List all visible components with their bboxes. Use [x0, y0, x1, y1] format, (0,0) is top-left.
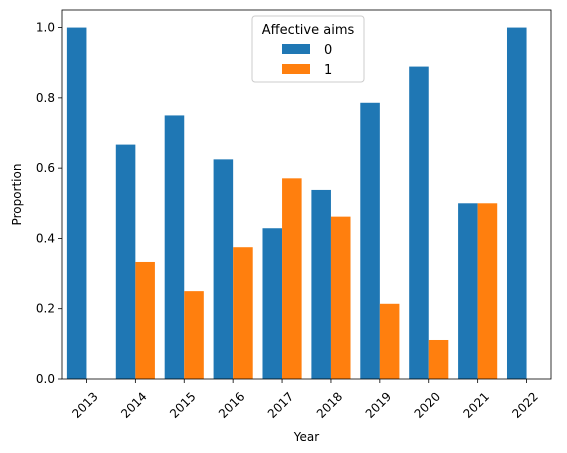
y-ticks: 0.0 0.2 0.4 0.6 0.8 1.0 [36, 21, 62, 386]
bars-group [66, 27, 527, 380]
y-axis-label: Proportion [10, 164, 24, 226]
x-axis-label: Year [293, 430, 319, 444]
x-tick-label: 2021 [460, 389, 491, 420]
x-ticks: 2013 2014 2015 2016 2017 2018 2019 2020 2021 2022 [69, 379, 541, 421]
bar-series-0-2021 [458, 203, 478, 379]
plot-frame [61, 9, 552, 380]
x-tick-label: 2018 [314, 389, 345, 420]
bar-series-1-2016 [233, 247, 253, 379]
x-tick-label: 2013 [69, 389, 100, 420]
bar-series-0-2019 [360, 102, 380, 379]
y-tick-label: 0.8 [36, 91, 55, 105]
bar-series-0-2014 [115, 144, 136, 379]
y-tick-label: 1.0 [36, 21, 55, 35]
x-tick-label: 2016 [216, 389, 247, 420]
bar-series-0-2016 [213, 159, 234, 379]
legend-swatch-1 [282, 64, 310, 74]
y-tick-label: 0.6 [36, 161, 55, 175]
y-tick-label: 0.2 [36, 302, 55, 316]
x-tick-label: 2019 [363, 389, 394, 420]
bar-series-0-2013 [66, 27, 87, 379]
legend-items: 01 [282, 43, 332, 78]
bar-series-1-2019 [379, 303, 400, 379]
bar-series-0-2017 [262, 228, 283, 379]
bar-series-1-2021 [477, 203, 498, 379]
bar-series-0-2015 [164, 115, 185, 380]
legend-swatch-0 [282, 44, 310, 54]
bar-series-0-2022 [506, 27, 527, 379]
y-tick-label: 0.4 [36, 231, 55, 245]
bar-series-1-2018 [330, 216, 351, 379]
bar-series-0-2020 [409, 66, 429, 379]
bar-series-1-2014 [135, 261, 155, 379]
legend-label-0: 0 [324, 43, 332, 58]
legend: Affective aims 01 [251, 15, 365, 83]
x-tick-label: 2022 [509, 389, 540, 420]
y-tick-label: 0.0 [36, 372, 55, 386]
x-tick-label: 2014 [118, 389, 149, 420]
x-tick-label: 2020 [412, 389, 443, 420]
legend-label-1: 1 [324, 63, 332, 78]
legend-title: Affective aims [262, 23, 355, 38]
bar-series-0-2018 [311, 189, 331, 379]
bar-series-1-2017 [282, 178, 302, 379]
bar-series-1-2020 [428, 339, 449, 379]
x-tick-label: 2015 [167, 389, 198, 420]
bar-series-1-2015 [184, 291, 204, 379]
x-tick-label: 2017 [265, 389, 296, 420]
